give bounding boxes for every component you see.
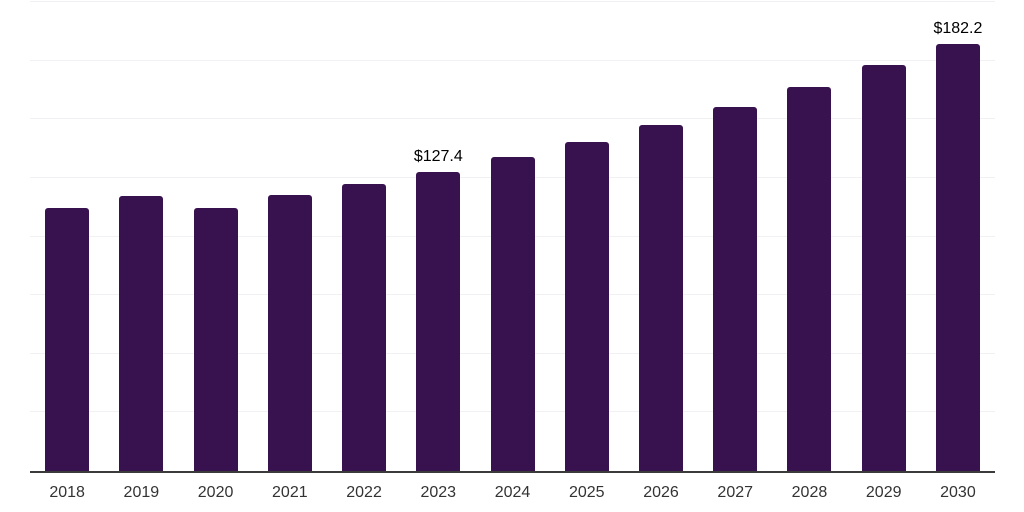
bar-2026 (638, 125, 683, 471)
x-axis-labels: 2018 2019 2020 2021 2022 2023 2024 2025 2026 2027… (30, 483, 995, 502)
bar-slot-2028 (772, 2, 846, 471)
gridline-150 (30, 118, 995, 120)
bar-slot-2018 (30, 2, 104, 471)
bar-slot-2027 (698, 2, 772, 471)
bar-slot-2023: $127.4 (401, 2, 475, 471)
bar-2024 (490, 157, 535, 471)
x-tick-label-2027: 2027 (717, 484, 754, 501)
x-tick-label-2026: 2026 (643, 484, 679, 501)
bar-slot-2030: $182.2 (921, 2, 995, 471)
x-tick-label-2018: 2018 (49, 484, 85, 501)
bar-2028 (787, 87, 832, 471)
x-tick-label-2028: 2028 (791, 484, 828, 501)
bar-2027 (713, 106, 758, 471)
bar-2029 (861, 65, 906, 471)
bar-2030 (935, 43, 980, 471)
bar-slot-2021 (253, 2, 327, 471)
value-label-2023: $127.4 (413, 148, 463, 166)
bar-slot-2024 (475, 2, 549, 471)
plot-area: $127.4 $182.2 (30, 1, 995, 473)
x-tick-label-2021: 2021 (272, 484, 308, 501)
bar-slot-2029 (847, 2, 921, 471)
bar-slot-2020 (178, 2, 252, 471)
gridline-200 (30, 1, 995, 2)
x-tick-label-2024: 2024 (494, 484, 531, 501)
bar-slot-2026 (624, 2, 698, 471)
bars: $127.4 $182.2 (30, 2, 995, 471)
x-tick-label-2029: 2029 (865, 484, 902, 501)
bar-2022 (342, 184, 387, 471)
x-tick-label-2020: 2020 (197, 484, 234, 501)
bar-slot-2022 (327, 2, 401, 471)
bar-slot-2019 (104, 2, 178, 471)
bar-2019 (119, 196, 164, 471)
bar-2023 (416, 172, 461, 471)
bar-slot-2025 (550, 2, 624, 471)
x-tick-label-2019: 2019 (123, 484, 160, 501)
value-label-2030: $182.2 (933, 19, 983, 37)
x-tick-label-2023: 2023 (420, 484, 457, 501)
x-tick-label-2025: 2025 (568, 484, 605, 501)
bar-2020 (193, 207, 238, 471)
bar-2025 (564, 142, 609, 471)
bar-2021 (267, 194, 312, 471)
gridline-175 (30, 59, 995, 61)
x-tick-label-2030: 2030 (940, 484, 976, 501)
bar-2018 (45, 208, 90, 471)
x-tick-label-2022: 2022 (346, 484, 382, 501)
